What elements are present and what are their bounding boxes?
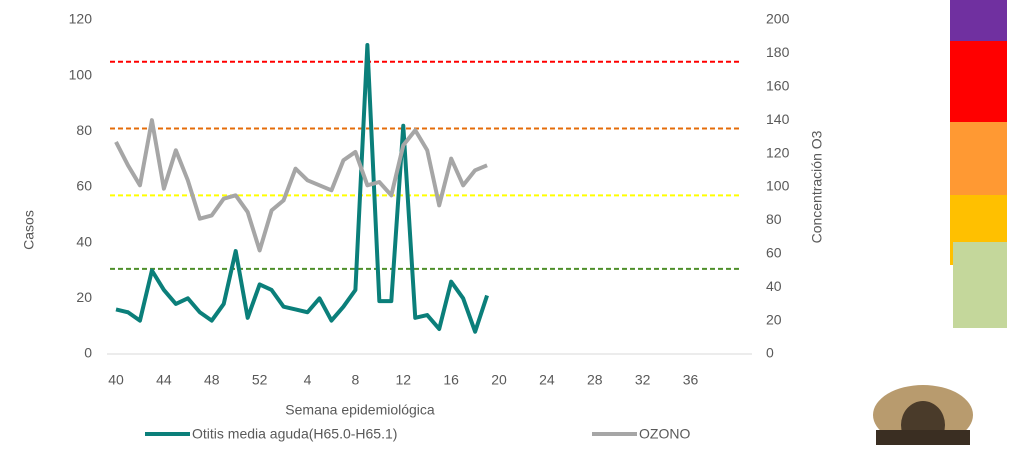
x-tick-label: 16 [443, 372, 459, 388]
x-tick-label: 52 [252, 372, 268, 388]
series-line [116, 45, 487, 332]
x-tick-label: 20 [491, 372, 507, 388]
y2-tick-label: 60 [766, 245, 782, 261]
y-tick-label: 80 [76, 122, 92, 138]
y2-tick-label: 120 [766, 144, 790, 160]
y-tick-label: 20 [76, 289, 92, 305]
risk-band [950, 41, 1007, 122]
y-tick-label: 40 [76, 233, 92, 249]
x-tick-label: 44 [156, 372, 172, 388]
y2-tick-label: 200 [766, 11, 790, 27]
risk-band [953, 242, 1007, 328]
x-tick-label: 32 [635, 372, 651, 388]
y2-axis-title: Concentración O3 [809, 130, 825, 243]
x-tick-label: 12 [395, 372, 411, 388]
x-tick-label: 24 [539, 372, 555, 388]
y-tick-label: 120 [69, 11, 93, 27]
y-axis-title: Casos [21, 210, 37, 250]
chart: Casos Concentración O3 Semana epidemioló… [0, 0, 1027, 445]
y2-tick-label: 0 [766, 345, 774, 361]
y2-tick-label: 180 [766, 44, 790, 60]
x-tick-label: 28 [587, 372, 603, 388]
y2-tick-label: 160 [766, 78, 790, 94]
y-tick-label: 0 [84, 345, 92, 361]
x-tick-label: 48 [204, 372, 220, 388]
series-line [116, 120, 487, 250]
x-tick-label: 40 [108, 372, 124, 388]
x-axis-title: Semana epidemiológica [285, 402, 435, 418]
legend-label: Otitis media aguda(H65.0-H65.1) [192, 426, 397, 442]
y2-tick-label: 140 [766, 111, 790, 127]
y2-tick-label: 80 [766, 211, 782, 227]
legend-label: OZONO [639, 426, 690, 442]
y-tick-label: 100 [69, 66, 93, 82]
x-tick-label: 8 [352, 372, 360, 388]
portrait [873, 385, 973, 445]
y2-tick-label: 40 [766, 278, 782, 294]
y-tick-label: 60 [76, 178, 92, 194]
risk-band [950, 0, 1007, 41]
y2-tick-label: 20 [766, 311, 782, 327]
y2-tick-label: 100 [766, 178, 790, 194]
x-tick-label: 4 [304, 372, 312, 388]
x-tick-label: 36 [683, 372, 699, 388]
risk-band [950, 122, 1007, 195]
